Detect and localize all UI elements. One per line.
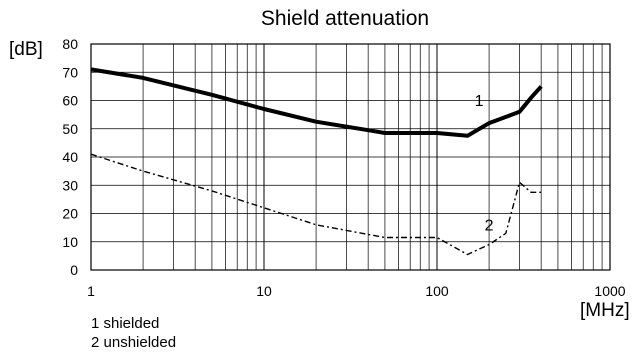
- x-axis-label: [MHz]: [580, 300, 630, 321]
- y-tick-label: 40: [62, 149, 78, 165]
- legend-entry: 2 unshielded: [91, 334, 176, 351]
- y-tick-labels: 0 10 20 30 40 50 60 70 80: [62, 36, 78, 278]
- grid: [90, 43, 611, 271]
- series-label-2: 2: [485, 217, 494, 234]
- y-tick-label: 10: [62, 234, 78, 250]
- y-tick-label: 60: [62, 93, 78, 109]
- y-tick-label: 70: [62, 64, 78, 80]
- y-tick-label: 30: [62, 177, 78, 193]
- x-tick-label: 1000: [594, 283, 625, 299]
- y-tick-label: 20: [62, 206, 78, 222]
- legend: 1 shielded 2 unshielded: [91, 315, 176, 351]
- series-line-2: [90, 153, 542, 256]
- x-tick-labels: 1 10 100 1000: [87, 283, 626, 299]
- series-group: [90, 67, 543, 256]
- x-tick-label: 10: [256, 283, 272, 299]
- x-tick-label: 1: [87, 283, 95, 299]
- y-tick-label: 0: [70, 262, 78, 278]
- y-tick-label: 80: [62, 36, 78, 52]
- x-tick-label: 100: [425, 283, 449, 299]
- y-tick-label: 50: [62, 121, 78, 137]
- series-line-1: [90, 67, 543, 138]
- chart-title: Shield attenuation: [261, 7, 429, 30]
- y-axis-label: [dB]: [9, 39, 43, 60]
- legend-entry: 1 shielded: [91, 315, 159, 332]
- series-labels: 12: [475, 93, 494, 234]
- series-label-1: 1: [475, 93, 484, 110]
